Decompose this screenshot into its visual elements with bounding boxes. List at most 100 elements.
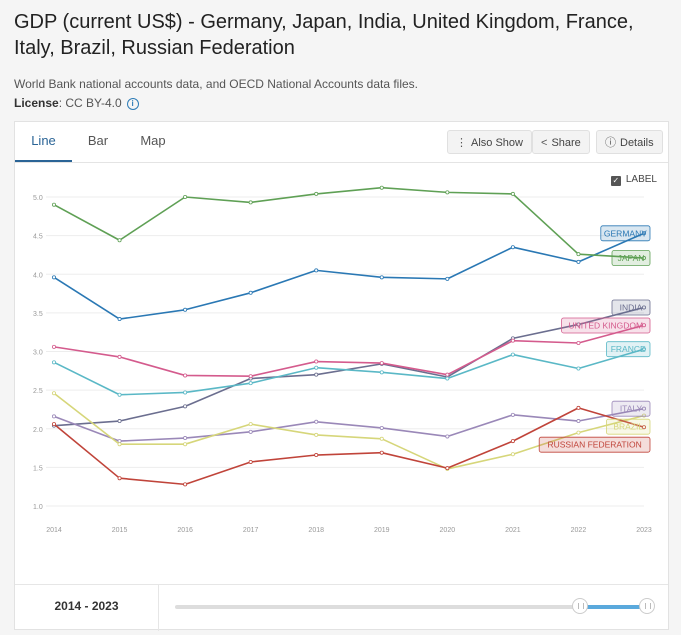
range-slider-fill [580,605,647,609]
data-point-italy [314,419,319,424]
data-point-italy [445,434,450,439]
series-label-japan[interactable]: JAPAN [611,250,651,266]
series-label-text: BRAZIL [613,422,643,432]
data-point-germany [576,259,581,264]
tab-map[interactable]: Map [140,133,166,148]
data-point-france [642,347,647,352]
data-point-italy [52,414,57,419]
data-point-india [576,322,581,327]
data-point-france [379,370,384,375]
series-label-germany[interactable]: GERMANY [600,225,651,242]
data-point-russian-federation [248,459,253,464]
y-tick-label: 3.0 [33,350,43,357]
data-point-united-kingdom [52,344,57,349]
view-tabs: Line Bar Map ⋮ Also Show < Share ⓘ Details [15,122,668,163]
range-handle-end[interactable] [639,598,655,614]
data-point-russian-federation [117,476,122,481]
data-point-germany [183,307,188,312]
data-point-france [510,352,515,357]
data-point-russian-federation [642,425,647,430]
details-button[interactable]: ⓘ Details [596,130,663,154]
data-point-italy [248,429,253,434]
line-chart: 1.0 1.5 2.0 2.5 3.0 3.5 4.0 4.5 5.0 2014 2015 2016… [33,185,652,534]
range-handle-start[interactable] [572,598,588,614]
data-point-japan [510,191,515,196]
series-label-italy[interactable]: ITALY [611,400,651,417]
tab-bar[interactable]: Bar [87,133,109,148]
data-point-brazil [117,442,122,447]
data-point-japan [52,202,57,207]
y-tick-label: 5.0 [33,195,43,202]
tab-line[interactable]: Line [15,122,72,162]
x-tick-label: 2016 [177,527,193,534]
data-point-russian-federation [183,482,188,487]
data-point-germany [510,245,515,250]
label-toggle-text: LABEL [625,174,657,185]
data-point-brazil [183,442,188,447]
data-point-united-kingdom [510,338,515,343]
data-point-italy [576,419,581,424]
series-line-italy [53,407,645,442]
data-point-italy [183,436,188,441]
series-label-text: UNITED KINGDOM [568,320,643,330]
data-point-japan [314,191,319,196]
data-point-germany [379,275,384,280]
data-point-france [576,366,581,371]
series-label-text: JAPAN [618,253,645,263]
also-show-label: Also Show [471,137,523,149]
range-slider-track[interactable] [175,605,647,609]
data-point-brazil [52,391,57,396]
y-tick-label: 1.0 [33,504,43,511]
data-point-germany [445,276,450,281]
also-show-button[interactable]: ⋮ Also Show [447,130,532,154]
info-icon[interactable]: i [126,98,139,110]
data-point-japan [642,256,647,261]
series-label-box [538,436,651,453]
data-point-japan [117,238,122,243]
data-point-united-kingdom [445,372,450,377]
label-toggle[interactable]: ✓ LABEL [610,174,657,186]
data-point-france [52,360,57,365]
series-line-japan [53,186,645,259]
series-label-brazil[interactable]: BRAZIL [606,418,651,435]
more-vertical-icon: ⋮ [456,137,467,149]
data-point-japan [576,252,581,257]
data-point-united-kingdom [183,373,188,378]
y-tick-label: 2.5 [33,388,43,395]
series-label-india[interactable]: INDIA [611,299,651,316]
data-point-united-kingdom [642,323,647,328]
data-point-russian-federation [576,405,581,410]
x-tick-label: 2019 [374,527,390,534]
series-line-russian-federation [53,407,645,486]
y-tick-label: 2.0 [33,427,43,434]
data-point-brazil [379,436,384,441]
series-line-germany [53,232,645,320]
data-point-germany [642,231,647,236]
x-tick-label: 2023 [636,527,652,534]
series-label-france[interactable]: FRANCE [606,341,651,358]
data-point-united-kingdom [117,354,122,359]
x-tick-label: 2015 [112,527,128,534]
share-button[interactable]: < Share [532,130,590,154]
data-point-germany [314,268,319,273]
data-point-italy [642,406,647,411]
series-label-box [606,418,651,435]
series-label-russian-federation[interactable]: RUSSIAN FEDERATION [538,436,651,453]
data-point-italy [510,412,515,417]
data-point-italy [379,425,384,430]
data-point-united-kingdom [248,374,253,379]
series-label-box [611,250,651,266]
y-tick-label: 4.5 [33,234,43,241]
license-label: License [14,96,59,110]
details-label: Details [620,137,654,149]
license-line: License: CC BY-4.0 i [14,96,139,110]
data-point-brazil [314,432,319,437]
series-label-united-kingdom[interactable]: UNITED KINGDOM [561,317,651,334]
series-line-india [53,306,645,427]
checkbox-checked-icon[interactable]: ✓ [610,176,621,186]
y-tick-label: 3.5 [33,311,43,318]
data-point-india [642,305,647,310]
data-point-germany [117,317,122,322]
series-label-text: GERMANY [604,228,647,238]
series-label-box [600,225,651,242]
